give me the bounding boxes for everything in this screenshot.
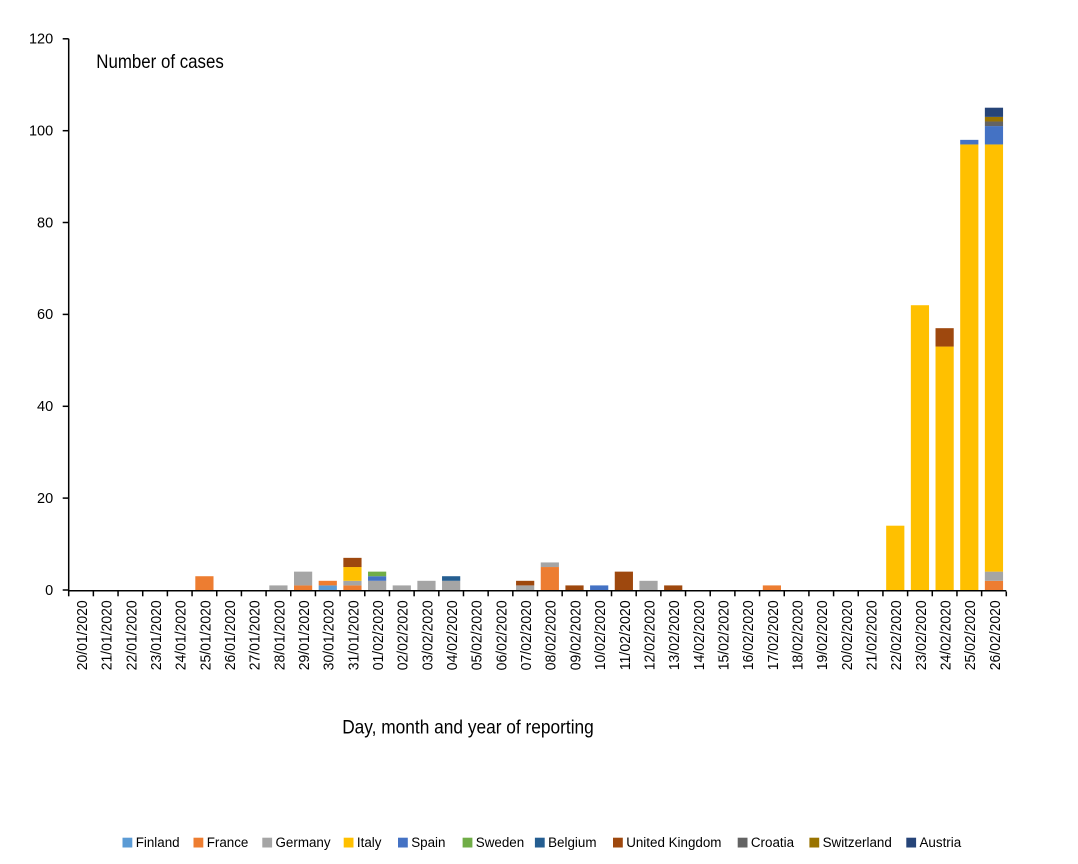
svg-text:Finland: Finland	[136, 835, 180, 850]
svg-text:23/01/2020: 23/01/2020	[149, 600, 165, 670]
svg-text:20/02/2020: 20/02/2020	[840, 600, 856, 670]
svg-text:02/02/2020: 02/02/2020	[396, 600, 412, 670]
svg-text:11/02/2020: 11/02/2020	[618, 600, 634, 670]
svg-text:21/01/2020: 21/01/2020	[100, 600, 116, 670]
svg-text:26/01/2020: 26/01/2020	[223, 600, 239, 670]
svg-text:Switzerland: Switzerland	[823, 835, 892, 850]
svg-text:Croatia: Croatia	[751, 835, 795, 850]
svg-text:Austria: Austria	[920, 835, 962, 850]
svg-text:Sweden: Sweden	[476, 835, 524, 850]
svg-text:23/02/2020: 23/02/2020	[914, 600, 930, 670]
svg-text:26/02/2020: 26/02/2020	[988, 600, 1004, 670]
svg-text:10/02/2020: 10/02/2020	[593, 600, 609, 670]
svg-text:30/01/2020: 30/01/2020	[322, 600, 338, 670]
svg-text:Germany: Germany	[276, 835, 331, 850]
svg-text:20/01/2020: 20/01/2020	[75, 600, 91, 670]
svg-text:27/01/2020: 27/01/2020	[248, 600, 264, 670]
svg-text:Spain: Spain	[411, 835, 445, 850]
svg-text:04/02/2020: 04/02/2020	[445, 600, 461, 670]
svg-text:03/02/2020: 03/02/2020	[420, 600, 436, 670]
svg-text:15/02/2020: 15/02/2020	[716, 600, 732, 670]
svg-text:21/02/2020: 21/02/2020	[865, 600, 881, 670]
svg-text:40: 40	[37, 399, 53, 415]
svg-text:80: 80	[37, 215, 53, 231]
svg-text:22/02/2020: 22/02/2020	[889, 600, 905, 670]
svg-text:19/02/2020: 19/02/2020	[815, 600, 831, 670]
svg-text:18/02/2020: 18/02/2020	[790, 600, 806, 670]
svg-text:29/01/2020: 29/01/2020	[297, 600, 313, 670]
svg-text:06/02/2020: 06/02/2020	[494, 600, 510, 670]
svg-text:05/02/2020: 05/02/2020	[470, 600, 486, 670]
svg-text:17/02/2020: 17/02/2020	[766, 600, 782, 670]
svg-text:31/01/2020: 31/01/2020	[346, 600, 362, 670]
svg-text:24/01/2020: 24/01/2020	[174, 600, 190, 670]
svg-text:100: 100	[29, 124, 53, 140]
svg-text:16/02/2020: 16/02/2020	[741, 600, 757, 670]
svg-text:120: 120	[29, 32, 53, 48]
svg-text:25/01/2020: 25/01/2020	[198, 600, 214, 670]
svg-text:United Kingdom: United Kingdom	[626, 835, 721, 850]
svg-text:14/02/2020: 14/02/2020	[692, 600, 708, 670]
svg-text:22/01/2020: 22/01/2020	[124, 600, 140, 670]
svg-text:07/02/2020: 07/02/2020	[519, 600, 535, 670]
svg-text:Belgium: Belgium	[548, 835, 596, 850]
svg-text:Day, month and year of reporti: Day, month and year of reporting	[342, 717, 594, 739]
svg-text:28/01/2020: 28/01/2020	[272, 600, 288, 670]
svg-text:09/02/2020: 09/02/2020	[568, 600, 584, 670]
svg-text:Number of cases: Number of cases	[96, 51, 224, 73]
svg-text:25/02/2020: 25/02/2020	[963, 600, 979, 670]
svg-text:France: France	[207, 835, 249, 850]
svg-text:01/02/2020: 01/02/2020	[371, 600, 387, 670]
svg-text:08/02/2020: 08/02/2020	[544, 600, 560, 670]
svg-text:20: 20	[37, 491, 53, 507]
svg-text:12/02/2020: 12/02/2020	[642, 600, 658, 670]
svg-text:24/02/2020: 24/02/2020	[939, 600, 955, 670]
svg-text:60: 60	[37, 307, 53, 323]
svg-text:0: 0	[45, 583, 53, 599]
svg-text:13/02/2020: 13/02/2020	[667, 600, 683, 670]
svg-text:Italy: Italy	[357, 835, 382, 850]
